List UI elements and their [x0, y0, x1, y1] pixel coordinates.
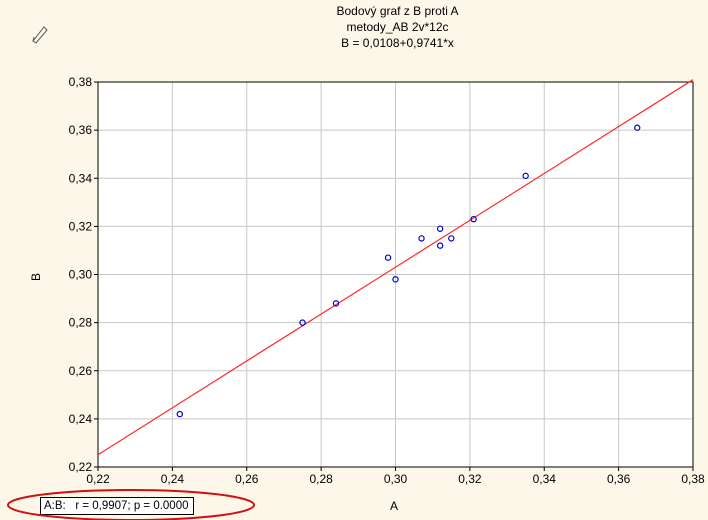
y-tick-label: 0,32 [69, 219, 93, 233]
x-tick-label: 0,22 [86, 472, 110, 486]
data-point [299, 319, 306, 326]
x-tick-label: 0,32 [458, 472, 482, 486]
chart-subtitle: metody_AB 2v*12c [346, 20, 449, 34]
x-tick-label: 0,24 [161, 472, 185, 486]
data-point [436, 242, 444, 249]
data-point [176, 410, 184, 418]
y-tick-label: 0,26 [69, 364, 93, 378]
data-point [470, 215, 477, 223]
data-point [448, 235, 455, 242]
data-point [418, 235, 425, 242]
y-tick-label: 0,34 [69, 171, 93, 185]
x-tick-label: 0,26 [235, 472, 259, 486]
y-tick-label: 0,30 [69, 268, 93, 282]
data-point [634, 124, 641, 131]
data-point [332, 300, 340, 307]
x-tick-label: 0,36 [607, 472, 631, 486]
x-tick-label: 0,28 [309, 472, 333, 486]
x-tick-label: 0,30 [384, 472, 408, 486]
y-tick-label: 0,38 [69, 75, 93, 89]
x-tick-label: 0,34 [533, 472, 557, 486]
y-tick-label: 0,36 [69, 123, 93, 137]
pen-icon[interactable] [30, 22, 50, 44]
correlation-note: A:B: r = 0,9907; p = 0.0000 [40, 497, 194, 515]
y-tick-label: 0,24 [69, 412, 93, 426]
x-axis-label: A [390, 499, 399, 513]
chart-title: Bodový graf z B proti A [336, 4, 459, 18]
x-tick-label: 0,38 [681, 472, 705, 486]
chart-equation: B = 0,0108+0,9741*x [341, 36, 454, 50]
data-point [384, 254, 392, 261]
regression-line [97, 79, 694, 456]
y-tick-label: 0,22 [69, 460, 93, 474]
data-point [522, 172, 529, 180]
data-point [436, 225, 444, 232]
data-point [392, 276, 399, 283]
plot-frame [97, 81, 694, 468]
y-tick-label: 0,28 [69, 316, 93, 330]
